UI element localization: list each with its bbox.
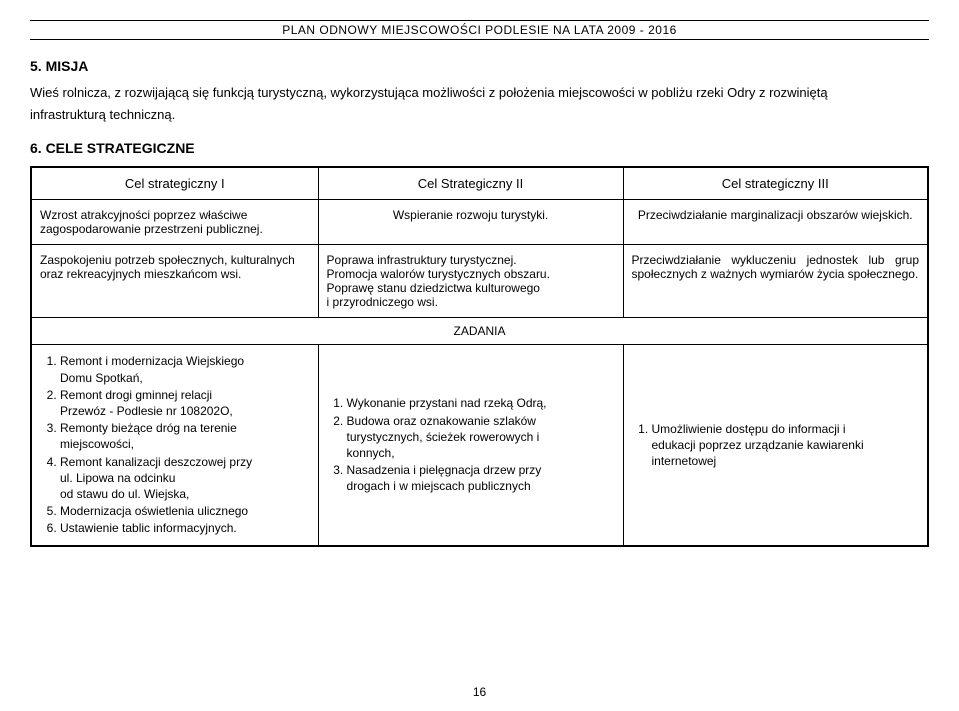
row2-col2-l1: Poprawa infrastruktury turystycznej. xyxy=(327,253,615,267)
zadania-label: ZADANIA xyxy=(31,318,928,345)
col-header-2: Cel Strategiczny II xyxy=(318,167,623,200)
row2-col2-l4: i przyrodniczego wsi. xyxy=(327,295,615,309)
task-c1-2: Remont drogi gminnej relacji Przewóz - P… xyxy=(60,387,310,419)
row1-col2: Wspieranie rozwoju turystyki. xyxy=(318,200,623,245)
task-c2-2: Budowa oraz oznakowanie szlaków turystyc… xyxy=(347,413,615,462)
task-c1-4: Remont kanalizacji deszczowej przy ul. L… xyxy=(60,454,310,503)
task-c2-3: Nasadzenia i pielęgnacja drzew przy drog… xyxy=(347,462,615,494)
task-c2-1: Wykonanie przystani nad rzeką Odrą, xyxy=(347,395,615,411)
strategy-table: Cel strategiczny I Cel Strategiczny II C… xyxy=(30,166,929,547)
row2-col2-l3: Poprawę stanu dziedzictwa kulturowego xyxy=(327,281,615,295)
misja-paragraph-line2: infrastrukturą techniczną. xyxy=(30,106,929,124)
tasks-col3: Umożliwienie dostępu do informacji i edu… xyxy=(623,345,928,547)
col-header-1: Cel strategiczny I xyxy=(31,167,318,200)
row1-col1: Wzrost atrakcyjności poprzez właściwe za… xyxy=(31,200,318,245)
task-c3-1: Umożliwienie dostępu do informacji i edu… xyxy=(652,421,920,470)
task-c1-3: Remonty bieżące dróg na terenie miejscow… xyxy=(60,420,310,452)
section-misja-heading: 5. MISJA xyxy=(30,58,929,74)
tasks-col1: Remont i modernizacja Wiejskiego Domu Sp… xyxy=(31,345,318,547)
row2-col3: Przeciwdziałanie wykluczeniu jednostek l… xyxy=(623,245,928,318)
page-number: 16 xyxy=(0,685,959,699)
row2-col2-l2: Promocja walorów turystycznych obszaru. xyxy=(327,267,615,281)
misja-paragraph-line1: Wieś rolnicza, z rozwijającą się funkcją… xyxy=(30,85,828,100)
section-cele-heading: 6. CELE STRATEGICZNE xyxy=(30,140,929,156)
col-header-3: Cel strategiczny III xyxy=(623,167,928,200)
row2-col2: Poprawa infrastruktury turystycznej. Pro… xyxy=(318,245,623,318)
task-c1-1: Remont i modernizacja Wiejskiego Domu Sp… xyxy=(60,353,310,385)
tasks-col2: Wykonanie przystani nad rzeką Odrą, Budo… xyxy=(318,345,623,547)
row2-col1: Zaspokojeniu potrzeb społecznych, kultur… xyxy=(31,245,318,318)
task-c1-6: Ustawienie tablic informacyjnych. xyxy=(60,520,310,536)
row1-col3: Przeciwdziałanie marginalizacji obszarów… xyxy=(623,200,928,245)
task-c1-5: Modernizacja oświetlenia ulicznego xyxy=(60,503,310,519)
document-header-title: PLAN ODNOWY MIEJSCOWOŚCI PODLESIE NA LAT… xyxy=(30,23,929,39)
